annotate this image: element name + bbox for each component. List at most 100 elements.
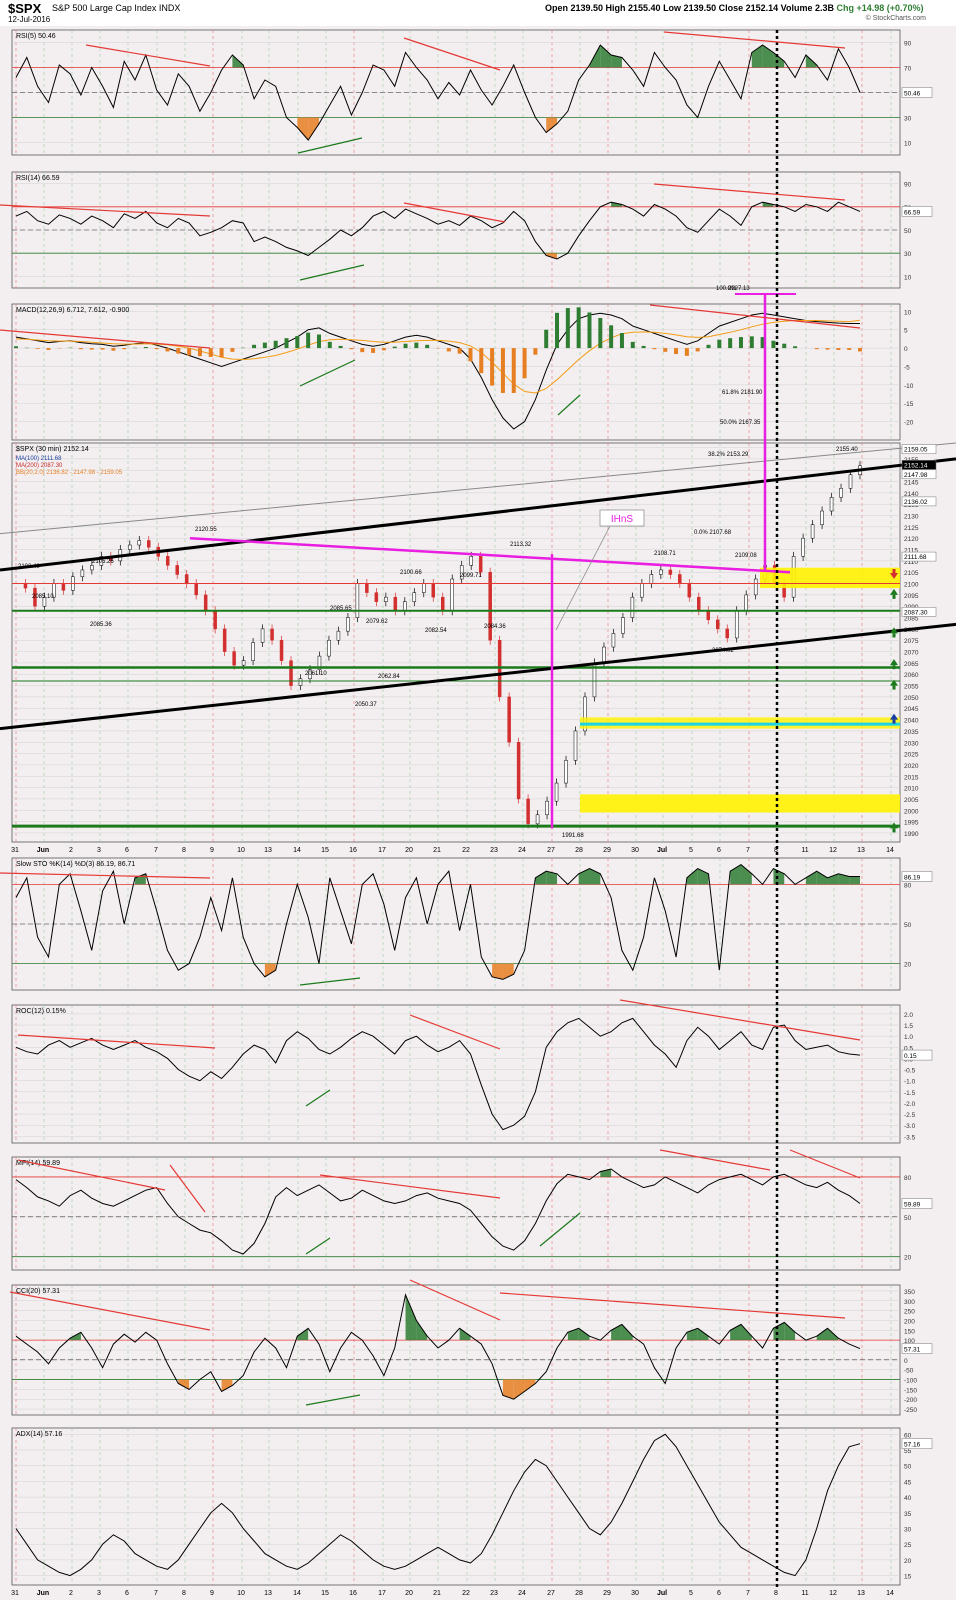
x-tick-label: 6	[717, 1590, 721, 1597]
price-annotation: 2084.36	[484, 624, 506, 630]
divergence-line	[659, 1149, 771, 1171]
x-tick-label: 8	[182, 1590, 186, 1597]
x-tick-label: 14	[886, 847, 894, 854]
candle-body	[820, 510, 824, 525]
histogram-bar	[35, 348, 40, 349]
divergence-line	[169, 1164, 206, 1213]
candle-body	[61, 583, 66, 591]
candle-body	[678, 574, 682, 584]
overbought-fill	[805, 871, 817, 885]
overbought-fill	[686, 1328, 698, 1341]
candle-body	[621, 617, 625, 634]
histogram-bar	[630, 341, 635, 349]
divergence-line	[0, 872, 211, 879]
ohlc-values: Open 2139.50 High 2155.40 Low 2139.50 Cl…	[545, 3, 834, 13]
y-tick-label: 2075	[904, 638, 919, 645]
x-tick-label: 17	[378, 1590, 386, 1597]
histogram-bar	[349, 348, 354, 350]
arrow-stem	[892, 685, 896, 690]
overbought-fill	[740, 1324, 752, 1341]
divergence-line	[663, 31, 846, 49]
y-tick-label: 0.5	[904, 1045, 913, 1052]
y-tick-label: 2100	[904, 582, 919, 589]
value-tag	[901, 1049, 933, 1061]
oversold-fill	[308, 117, 319, 140]
value-tag	[901, 206, 933, 217]
overbought-fill	[740, 864, 752, 885]
oversold-fill	[221, 1379, 233, 1392]
candle-body	[725, 628, 729, 639]
value-tag-label: 57.31	[904, 1347, 921, 1354]
y-tick-label: 2055	[904, 684, 919, 691]
y-tick-label: 350	[904, 1289, 915, 1296]
x-axis: 31 Jun 2 3 6 7 8 9 10 13 14 15 16 17 20 21 22 23 24 27 28 29 3…	[11, 847, 894, 854]
candle-body	[687, 583, 692, 598]
symbol-name: S&P 500 Large Cap Index INDX	[52, 3, 181, 13]
candle-body	[649, 574, 654, 584]
price-annotation: 2100.66	[400, 570, 422, 576]
candle-body	[289, 660, 293, 686]
x-tick-label: 23	[490, 847, 498, 854]
histogram-bar	[219, 348, 224, 358]
divergence-line	[9, 1291, 211, 1331]
change-value: Chg +14.98 (+0.70%)	[836, 3, 924, 13]
panel-frame	[11, 1156, 901, 1271]
price-annotation: 2085.36	[90, 622, 112, 628]
candle-body	[384, 596, 388, 602]
candle-body	[829, 497, 834, 512]
y-tick-label: 2145	[904, 480, 919, 487]
x-tick-label: 31	[11, 847, 19, 854]
up-arrow-icon	[890, 588, 898, 595]
histogram-bar	[847, 348, 852, 350]
arrow-stem	[892, 665, 896, 670]
oversold-fill	[546, 253, 558, 259]
y-tick-label: 2005	[904, 797, 919, 804]
candle-body	[526, 798, 530, 825]
y-tick-label: 2040	[904, 718, 919, 725]
y-tick-label: 2105	[904, 570, 919, 577]
x-tick-label: 22	[462, 847, 470, 854]
x-tick-label: 27	[547, 847, 555, 854]
price-annotation: 2108.71	[654, 551, 676, 557]
oversold-fill	[524, 1379, 536, 1392]
divergence-line	[299, 359, 356, 387]
candle-body	[422, 583, 426, 593]
value-tag-label: 50.46	[904, 91, 921, 98]
value-tag-label: 66.59	[904, 209, 921, 216]
panel-title: MACD(12,26,9) 6.712, 7.612, -0.900	[16, 307, 129, 314]
histogram-bar	[446, 348, 451, 352]
y-tick-label: -1.5	[904, 1090, 916, 1097]
signal-line	[15, 319, 861, 394]
x-tick-label: 21	[433, 847, 441, 854]
candle-body	[194, 583, 198, 596]
arrow-stem	[892, 828, 896, 833]
overbought-fill	[567, 1328, 579, 1341]
candle-body	[184, 574, 189, 584]
y-tick-label: 60	[904, 1432, 912, 1439]
price-annotation: 2120.55	[195, 527, 217, 533]
divergence-line	[85, 44, 211, 67]
candle-body	[611, 633, 616, 648]
price-tag	[901, 496, 937, 507]
divergence-line	[499, 1292, 846, 1319]
x-tick-label: 29	[603, 1590, 611, 1597]
x-tick-label: 12	[829, 1590, 837, 1597]
y-tick-label: 2050	[904, 695, 919, 702]
candle-body	[137, 540, 142, 546]
oversold-fill	[178, 1379, 190, 1390]
histogram-bar	[371, 348, 376, 353]
panel-macd: 10 5 0 -5 -10 -15 -20 MACD(12,26,9) 6.712, 7.61…	[11, 303, 914, 441]
histogram-bar	[674, 348, 679, 354]
y-tick-label: 2060	[904, 672, 919, 679]
up-arrow-icon	[890, 679, 898, 686]
x-tick-label: 6	[125, 1590, 129, 1597]
histogram-bar	[230, 348, 235, 352]
y-tick-label: 20	[904, 962, 912, 969]
y-tick-label: 0	[904, 1358, 908, 1365]
panel-title: ADX(14) 57.16	[16, 1431, 62, 1438]
divergence-line	[619, 999, 861, 1041]
y-tick-label: 30	[904, 251, 912, 258]
panel-roc: 2.01.51.00.50.0-0.5-1.0-1.5-2.0-2.5-3.0-…	[11, 1004, 933, 1144]
candle-body	[327, 639, 331, 657]
overbought-fill	[611, 202, 622, 207]
